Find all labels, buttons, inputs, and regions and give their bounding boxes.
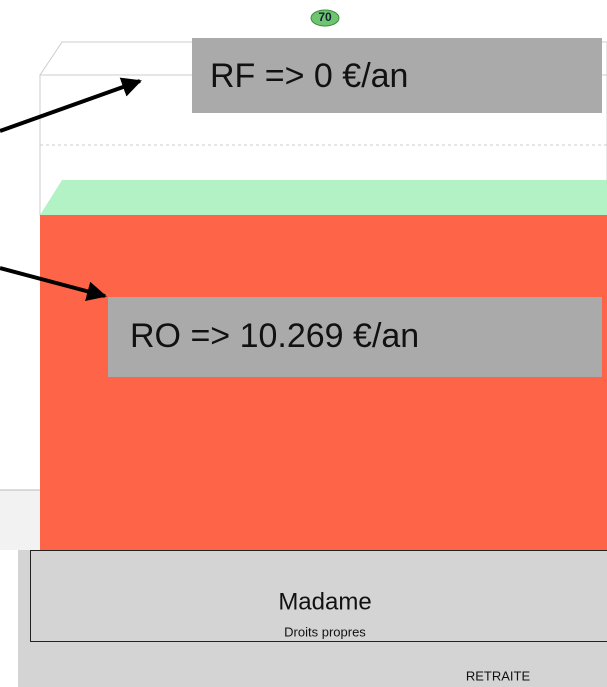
annotation-box — [192, 38, 602, 113]
arrow — [0, 77, 142, 133]
arrow — [0, 266, 107, 302]
panel-title: Madame — [278, 588, 371, 615]
panel-box — [30, 550, 607, 642]
background-strip — [0, 490, 40, 550]
bar-front — [40, 215, 607, 550]
annotation-text: RO => 10.269 €/an — [130, 317, 419, 355]
annotation-box — [108, 297, 602, 377]
annotation-text: RF => 0 €/an — [210, 57, 408, 95]
badge-text: 70 — [318, 10, 332, 24]
panel-footer: RETRAITE — [466, 668, 531, 683]
badge — [310, 9, 340, 27]
panel-subtitle: Droits propres — [284, 624, 366, 639]
bar-top — [40, 180, 607, 215]
